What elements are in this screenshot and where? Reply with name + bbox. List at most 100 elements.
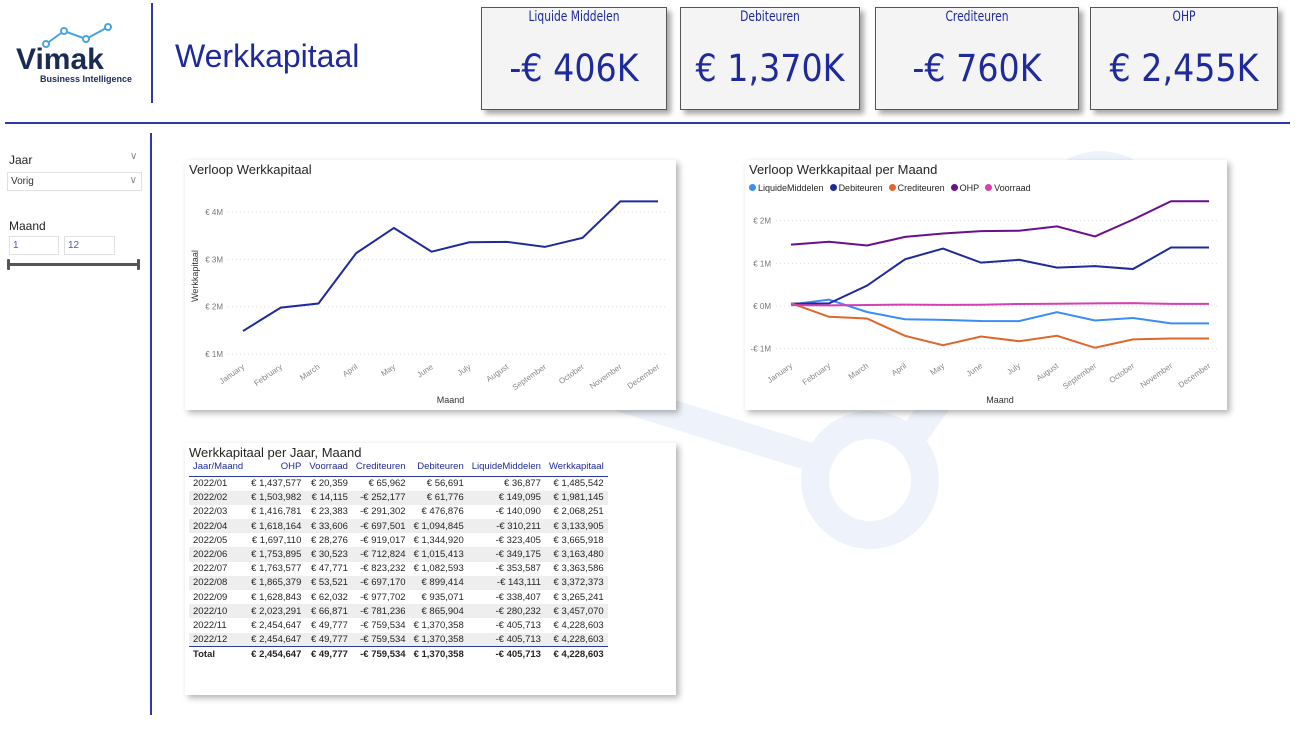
table-cell: € 65,962 — [368, 478, 406, 490]
table-header-row: Jaar/Maand OHP Voorraad Crediteuren Debiteur… — [189, 460, 608, 477]
table-cell: -€ 823,232 — [360, 563, 406, 575]
legend-label: Debiteuren — [838, 183, 883, 193]
series-line-ohp — [790, 200, 1209, 247]
table-cell: € 1,697,110 — [251, 534, 302, 546]
table-row: 2022/10 € 2,023,291 € 66,871 -€ 781,236 € 86… — [189, 604, 608, 619]
x-tick-label: November — [588, 362, 624, 391]
table-cell: 2022/01 — [193, 478, 228, 490]
table-cell: € 53,521 — [305, 575, 352, 590]
y-tick-label: € 1M — [753, 259, 771, 268]
x-tick-label: February — [252, 362, 283, 388]
table-cell: € 66,871 — [305, 604, 352, 619]
table-cell: € 935,071 — [421, 591, 464, 603]
kpi-label: Liquide Middelen — [528, 9, 620, 25]
table-row: 2022/12 € 2,454,647 € 49,777 -€ 759,534 € 1,… — [189, 632, 608, 647]
table-cell: OHP — [247, 460, 306, 477]
table-cell: € 1,370,358 — [409, 646, 468, 661]
series-line-voorraad — [790, 302, 1209, 307]
table-cell: Total — [189, 646, 248, 661]
table-cell: -€ 143,111 — [467, 575, 545, 590]
x-tick-label: June — [415, 362, 435, 380]
series-line-crediteuren — [790, 302, 1209, 349]
x-tick-label: May — [929, 361, 947, 377]
chart-werkkapitaal-per-maand[interactable]: Verloop Werkkapitaal per Maand LiquideMi… — [745, 160, 1227, 410]
legend-label: Crediteuren — [897, 183, 945, 193]
table-cell: -€ 405,713 — [467, 632, 545, 647]
table-cell: € 2,068,251 — [553, 506, 604, 518]
kpi-ohp[interactable]: OHP € 2,455K — [1090, 7, 1278, 110]
chevron-down-icon[interactable]: ∨ — [130, 151, 138, 162]
table-cell: € 3,265,241 — [553, 591, 604, 603]
header-divider — [151, 3, 153, 103]
table-cell: Crediteuren — [351, 460, 410, 477]
jaar-dropdown[interactable]: Vorig ∨ — [7, 172, 142, 191]
chart-legend: LiquideMiddelen Debiteuren Crediteuren OHP V… — [749, 183, 1031, 193]
kpi-debiteuren[interactable]: Debiteuren € 1,370K — [680, 7, 860, 110]
maand-slider-handle-min[interactable] — [7, 259, 10, 270]
maand-label: Maand — [9, 219, 46, 233]
table-cell: € 20,359 — [310, 478, 348, 490]
table-cell: 2022/06 — [189, 547, 248, 562]
maand-max-input[interactable]: 12 — [64, 236, 115, 255]
table-cell: € 28,276 — [310, 534, 348, 546]
legend-dot-icon — [829, 184, 837, 191]
maand-min-input[interactable]: 1 — [9, 236, 59, 255]
legend-item[interactable]: Debiteuren — [829, 183, 883, 193]
maand-slider-handle-max[interactable] — [137, 259, 140, 270]
table-cell: € 61,776 — [409, 490, 468, 505]
table-cell: € 1,370,358 — [409, 632, 468, 647]
legend-dot-icon — [950, 184, 958, 191]
x-tick-label: August — [485, 362, 511, 384]
table-row: 2022/02 € 1,503,982 € 14,115 -€ 252,177 € 61… — [189, 490, 608, 505]
kpi-crediteuren[interactable]: Crediteuren -€ 760K — [875, 7, 1079, 110]
x-tick-label: January — [218, 362, 246, 386]
table-cell: -€ 781,236 — [351, 604, 410, 619]
kpi-value: € 1,370K — [695, 47, 845, 90]
table-cell: € 49,777 — [305, 646, 352, 661]
table-row: 2022/06 € 1,753,895 € 30,523 -€ 712,824 € 1,… — [189, 547, 608, 562]
svg-text:Vimak: Vimak — [16, 43, 104, 76]
table-cell: Jaar/Maand — [189, 460, 248, 477]
legend-item[interactable]: Crediteuren — [888, 183, 945, 193]
table-cell: LiquideMiddelen — [467, 460, 545, 477]
series-line-werkkapitaal — [242, 200, 658, 332]
table-cell: Voorraad — [305, 460, 352, 477]
table-cell: -€ 252,177 — [351, 490, 410, 505]
line-chart-svg: € 1M € 2M € 3M € 4M January February March Apri… — [190, 200, 666, 405]
table-cell: € 1,865,379 — [247, 575, 306, 590]
y-axis-title: Werkkapitaal — [190, 250, 200, 302]
table-cell: 2022/07 — [193, 563, 228, 575]
chart-verloop-werkkapitaal[interactable]: Verloop Werkkapitaal € 1M € 2M € 3M € 4M Jan… — [185, 160, 676, 410]
kpi-label: Debiteuren — [740, 9, 800, 25]
data-table: Jaar/Maand OHP Voorraad Crediteuren Debiteur… — [189, 460, 608, 661]
table-cell: € 2,023,291 — [247, 604, 306, 619]
x-tick-label: March — [298, 362, 321, 382]
kpi-value: -€ 406K — [509, 47, 639, 90]
table-total-row: Total € 2,454,647 € 49,777 -€ 759,534 € 1,37… — [189, 646, 608, 661]
kpi-liquide-middelen[interactable]: Liquide Middelen -€ 406K — [481, 7, 667, 110]
table-cell: € 47,771 — [310, 563, 348, 575]
legend-item[interactable]: OHP — [950, 183, 979, 193]
table-cell: € 3,363,586 — [553, 563, 604, 575]
table-cell: € 3,665,918 — [553, 534, 604, 546]
x-tick-label: April — [890, 361, 908, 378]
table-cell: € 1,370,358 — [413, 619, 464, 631]
table-cell: -€ 759,534 — [351, 632, 410, 647]
chart-title: Verloop Werkkapitaal — [189, 162, 312, 177]
table-cell: € 1,416,781 — [251, 506, 302, 518]
y-tick-label: € 3M — [205, 255, 223, 264]
x-tick-label: April — [341, 362, 359, 379]
table-cell: € 4,228,603 — [553, 619, 604, 631]
legend-item[interactable]: Voorraad — [985, 183, 1031, 193]
x-tick-label: August — [1035, 361, 1061, 383]
series-line-debiteuren — [790, 246, 1209, 305]
table-cell: € 1,981,145 — [544, 490, 608, 505]
table-werkkapitaal[interactable]: Werkkapitaal per Jaar, Maand Jaar/Maand O… — [185, 443, 676, 695]
maand-slider-track[interactable] — [8, 263, 139, 266]
legend-item[interactable]: LiquideMiddelen — [749, 183, 824, 193]
y-tick-label: € 4M — [205, 208, 223, 217]
sidebar-divider — [150, 133, 152, 715]
table-cell: -€ 140,090 — [495, 506, 541, 518]
x-tick-label: October — [557, 362, 586, 386]
table-cell: € 1,344,920 — [413, 534, 464, 546]
